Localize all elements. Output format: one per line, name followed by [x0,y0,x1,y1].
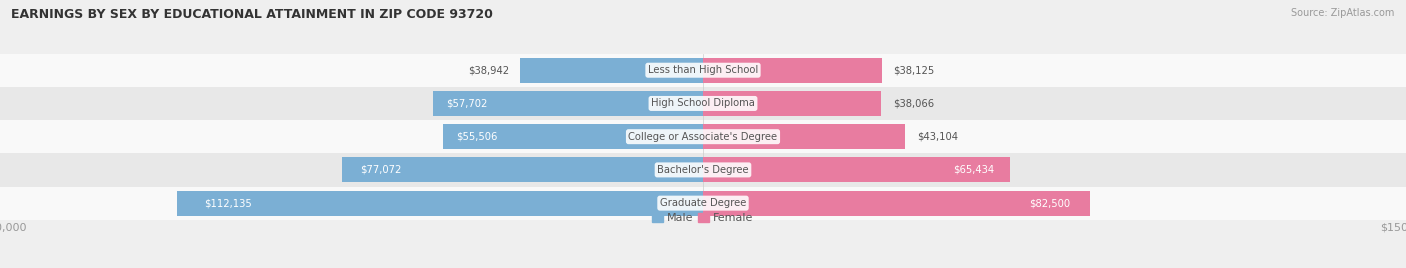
Bar [703,124,905,149]
Text: $112,135: $112,135 [204,198,252,208]
Text: $38,066: $38,066 [893,98,934,109]
Bar [443,124,703,149]
Text: College or Associate's Degree: College or Associate's Degree [628,132,778,142]
Text: EARNINGS BY SEX BY EDUCATIONAL ATTAINMENT IN ZIP CODE 93720: EARNINGS BY SEX BY EDUCATIONAL ATTAINMEN… [11,8,494,21]
Text: $38,125: $38,125 [893,65,935,75]
Bar [703,58,882,83]
Bar [0,187,1406,220]
Legend: Male, Female: Male, Female [648,208,758,228]
Bar [0,87,1406,120]
Bar [433,91,703,116]
Bar [703,91,882,116]
Bar [177,191,703,216]
Text: High School Diploma: High School Diploma [651,98,755,109]
Text: $82,500: $82,500 [1029,198,1070,208]
Text: Source: ZipAtlas.com: Source: ZipAtlas.com [1291,8,1395,18]
Text: $38,942: $38,942 [468,65,509,75]
Bar [703,158,1010,183]
Text: Less than High School: Less than High School [648,65,758,75]
Text: Graduate Degree: Graduate Degree [659,198,747,208]
Bar [703,191,1090,216]
Bar [520,58,703,83]
Bar [342,158,703,183]
Text: $77,072: $77,072 [360,165,401,175]
Text: $65,434: $65,434 [953,165,994,175]
Text: $57,702: $57,702 [446,98,488,109]
Text: $55,506: $55,506 [456,132,498,142]
Bar [0,54,1406,87]
Text: Bachelor's Degree: Bachelor's Degree [657,165,749,175]
Bar [0,120,1406,153]
Bar [0,153,1406,187]
Text: $43,104: $43,104 [917,132,957,142]
